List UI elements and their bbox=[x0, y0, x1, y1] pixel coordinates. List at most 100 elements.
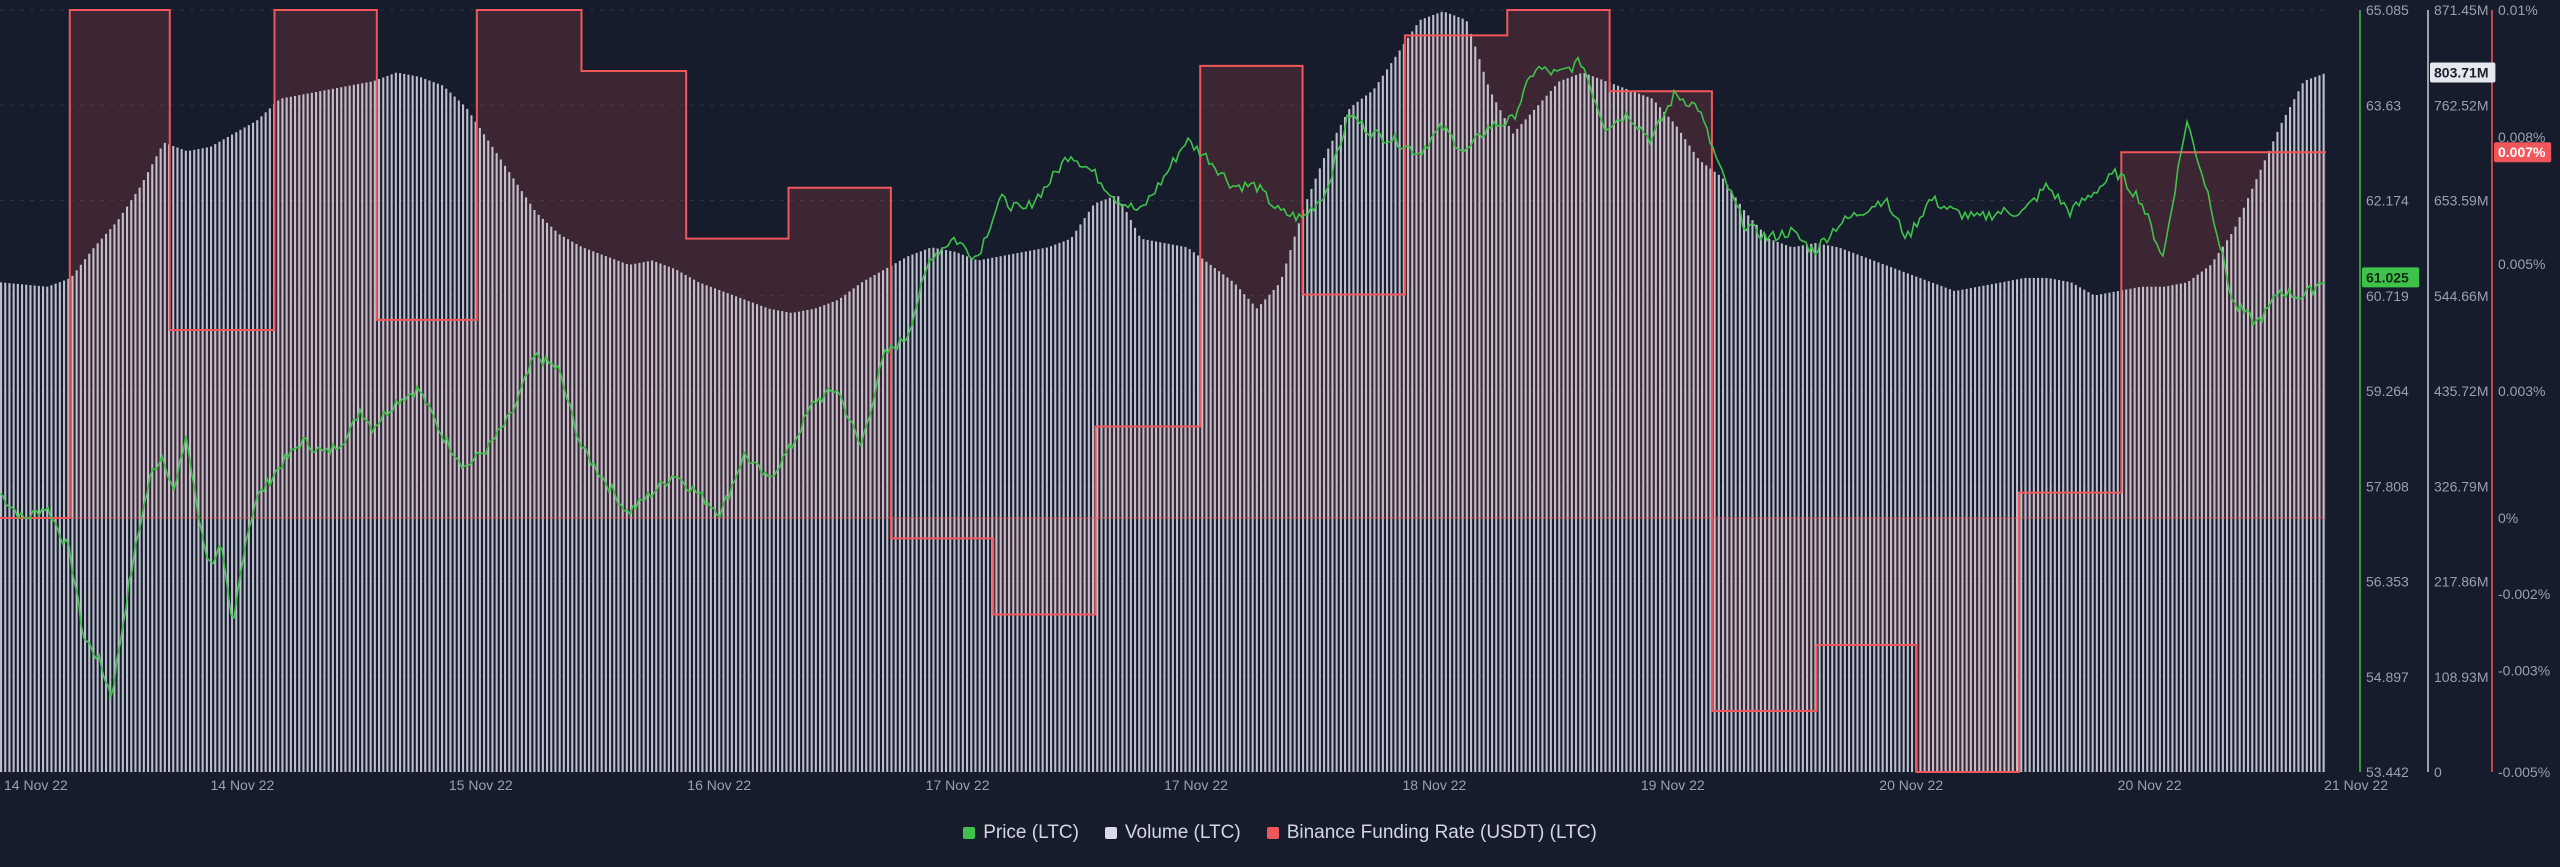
volume-bar bbox=[1566, 78, 1569, 772]
volume-bar bbox=[2318, 75, 2321, 773]
volume-bar bbox=[2272, 141, 2275, 772]
volume-bar bbox=[201, 148, 204, 773]
funding-rate-step-line bbox=[0, 9, 2326, 773]
volume-bars bbox=[0, 11, 2325, 773]
chart-grid bbox=[0, 9, 2326, 773]
volume-bar bbox=[974, 259, 977, 773]
volume-bar bbox=[441, 85, 444, 773]
volume-bar bbox=[663, 265, 666, 772]
volume-bar bbox=[1545, 95, 1548, 772]
volume-bar bbox=[2293, 99, 2296, 772]
volume-bar bbox=[499, 159, 502, 773]
volume-bar bbox=[814, 308, 817, 772]
volume-bar bbox=[1688, 145, 1691, 773]
volume-last-value-badge-bg bbox=[2430, 62, 2496, 83]
volume-bar bbox=[1461, 18, 1464, 772]
volume-bar bbox=[1449, 13, 1452, 773]
volume-bar bbox=[709, 286, 712, 772]
volume-bar bbox=[1848, 251, 1851, 772]
volume-tick-label: 544.66M bbox=[2434, 288, 2488, 304]
volume-bar bbox=[1146, 239, 1149, 773]
volume-bar bbox=[1419, 19, 1422, 772]
volume-bar bbox=[294, 95, 297, 772]
volume-bar bbox=[2221, 246, 2224, 773]
volume-bar bbox=[1663, 111, 1666, 772]
volume-bar bbox=[0, 282, 3, 772]
volume-bar bbox=[1087, 211, 1090, 773]
volume-bar bbox=[1234, 284, 1237, 772]
volume-bar bbox=[1222, 274, 1225, 772]
legend-item-funding[interactable]: Binance Funding Rate (USDT) (LTC) bbox=[1266, 822, 1597, 844]
volume-tick-label: 871.45M bbox=[2434, 2, 2488, 18]
volume-bar bbox=[1020, 252, 1023, 772]
volume-bar bbox=[2226, 240, 2229, 773]
volume-bar bbox=[1835, 246, 1838, 772]
volume-bar bbox=[655, 261, 658, 772]
volume-bar bbox=[1411, 31, 1414, 772]
volume-bar bbox=[2217, 252, 2220, 772]
funding-tick-label: -0.003% bbox=[2498, 662, 2550, 678]
volume-bar bbox=[344, 86, 347, 773]
legend-item-price[interactable]: Price (LTC) bbox=[963, 822, 1079, 844]
volume-bar bbox=[1092, 205, 1095, 773]
volume-bar bbox=[1407, 37, 1410, 772]
volume-bar bbox=[2112, 291, 2115, 772]
volume-bar bbox=[739, 297, 742, 772]
volume-bar bbox=[1780, 243, 1783, 772]
volume-bar bbox=[298, 95, 301, 773]
volume-bar bbox=[1587, 74, 1590, 772]
volume-bar bbox=[247, 125, 250, 773]
volume-bar bbox=[1873, 260, 1876, 772]
volume-bar bbox=[2020, 278, 2023, 772]
volume-bar bbox=[848, 291, 851, 772]
volume-bar bbox=[810, 309, 813, 772]
volume-bar bbox=[613, 259, 616, 772]
legend-item-volume[interactable]: Volume (LTC) bbox=[1104, 822, 1241, 844]
x-tick-label: 17 Nov 22 bbox=[1164, 777, 1228, 793]
volume-bar bbox=[676, 270, 679, 772]
volume-bar bbox=[1348, 109, 1351, 772]
volume-bar bbox=[445, 88, 448, 773]
volume-bar bbox=[1537, 105, 1540, 773]
volume-bar bbox=[193, 149, 196, 772]
volume-bar bbox=[772, 309, 775, 772]
volume-bar bbox=[100, 238, 103, 772]
volume-bar bbox=[2238, 217, 2241, 773]
volume-bar bbox=[1713, 171, 1716, 772]
volume-bar bbox=[1457, 17, 1460, 773]
volume-bar bbox=[1071, 237, 1074, 772]
volume-bar bbox=[226, 136, 229, 773]
volume-bar bbox=[1638, 93, 1641, 773]
volume-bar bbox=[1386, 69, 1389, 772]
volume-bar bbox=[1272, 289, 1275, 772]
volume-bar bbox=[1604, 81, 1607, 772]
volume-bar bbox=[1083, 218, 1086, 773]
volume-bar bbox=[760, 305, 763, 772]
volume-bar bbox=[184, 150, 187, 772]
volume-bar bbox=[1923, 279, 1926, 772]
volume-bar bbox=[243, 127, 246, 773]
volume-bar bbox=[554, 230, 557, 772]
volume-bar bbox=[1953, 290, 1956, 772]
volume-bar bbox=[92, 248, 95, 773]
volume-bar bbox=[924, 249, 927, 773]
volume-bar bbox=[1012, 253, 1015, 772]
legend-swatch-volume bbox=[1104, 827, 1117, 839]
volume-bar bbox=[987, 258, 990, 772]
volume-bar bbox=[1801, 245, 1804, 772]
axis-tick-labels: 65.085 63.63 62.174 60.719 59.264 57.808 56.35… bbox=[4, 2, 2552, 793]
volume-bar bbox=[617, 260, 620, 772]
volume-bar bbox=[1365, 95, 1368, 772]
volume-bar bbox=[957, 253, 960, 773]
volume-bar bbox=[1062, 241, 1065, 772]
x-tick-label: 16 Nov 22 bbox=[687, 777, 751, 793]
volume-bar bbox=[642, 262, 645, 772]
volume-bar bbox=[1096, 202, 1099, 772]
volume-bar bbox=[2259, 169, 2262, 772]
volume-bar bbox=[1633, 92, 1636, 772]
volume-bar bbox=[966, 256, 969, 772]
volume-bar bbox=[1176, 245, 1179, 773]
volume-bar bbox=[1743, 210, 1746, 772]
volume-bar bbox=[1562, 79, 1565, 773]
volume-bar bbox=[609, 257, 612, 772]
